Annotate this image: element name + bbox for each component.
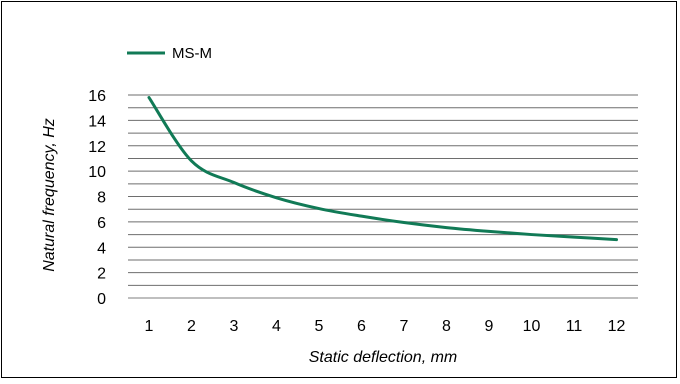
x-tick-label-10: 10 [523,318,541,335]
x-tick-label-3: 3 [230,318,239,335]
series-line-ms-m [147,96,618,242]
series-layer [147,96,618,242]
y-tick-label-16: 16 [88,88,106,105]
x-tick-labels: 1 2 3 4 5 6 7 8 9 10 11 12 [145,318,626,335]
x-tick-label-7: 7 [400,318,409,335]
x-tick-label-2: 2 [187,318,196,335]
y-tick-label-4: 4 [97,240,106,257]
x-tick-label-5: 5 [315,318,324,335]
y-axis-title: Natural frequency, Hz [41,118,58,272]
y-tick-label-0: 0 [97,291,106,308]
x-tick-label-8: 8 [442,318,451,335]
y-tick-label-6: 6 [97,215,106,232]
gridlines [128,94,638,299]
x-tick-label-1: 1 [145,318,154,335]
x-tick-label-6: 6 [357,318,366,335]
y-tick-label-10: 10 [88,164,106,181]
chart-frame: 0 2 4 6 8 10 12 14 16 1 2 3 4 5 6 7 8 9 10 11 12 MS-M Natur… [1,1,677,378]
y-tick-labels: 0 2 4 6 8 10 12 14 16 [88,88,106,308]
x-tick-label-11: 11 [566,318,583,335]
y-tick-label-8: 8 [97,190,106,207]
x-tick-label-12: 12 [608,318,626,335]
y-tick-label-2: 2 [97,266,106,283]
y-tick-label-14: 14 [88,113,106,130]
legend: MS-M [127,45,212,62]
y-tick-label-12: 12 [88,139,106,156]
x-axis-title: Static deflection, mm [309,349,458,366]
x-tick-label-9: 9 [485,318,494,335]
legend-label-ms-m: MS-M [172,45,212,62]
x-tick-label-4: 4 [272,318,281,335]
